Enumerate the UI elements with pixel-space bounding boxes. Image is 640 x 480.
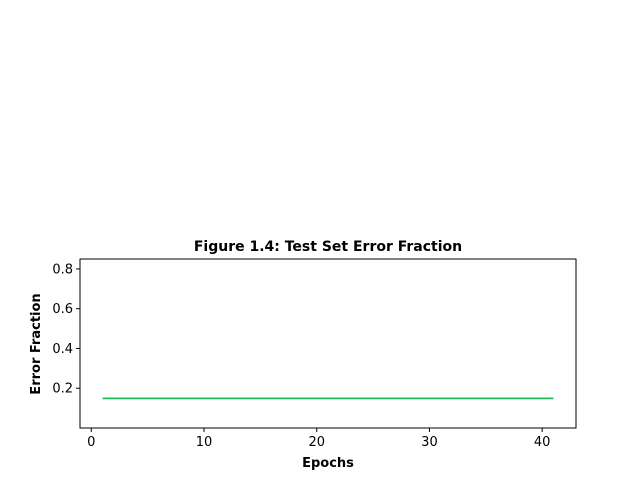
- y-tick-label: 0.4: [52, 342, 73, 357]
- y-tick-label: 0.6: [52, 302, 73, 317]
- x-tick-label: 30: [421, 435, 438, 450]
- x-tick-label: 10: [196, 435, 213, 450]
- plot-area: 0 10 20 30 40 0.2 0.4 0.6 0.8: [52, 258, 577, 450]
- x-tick-label: 0: [87, 435, 95, 450]
- chart-title: Figure 1.4: Test Set Error Fraction: [194, 239, 462, 255]
- plot-frame: [79, 258, 577, 429]
- x-axis-label: Epochs: [302, 456, 354, 471]
- y-tick-label: 0.2: [52, 382, 73, 397]
- y-axis-label: Error Fraction: [29, 293, 44, 394]
- x-tick-label: 40: [534, 435, 551, 450]
- y-tick-label: 0.8: [52, 262, 73, 277]
- x-tick-label: 20: [308, 435, 325, 450]
